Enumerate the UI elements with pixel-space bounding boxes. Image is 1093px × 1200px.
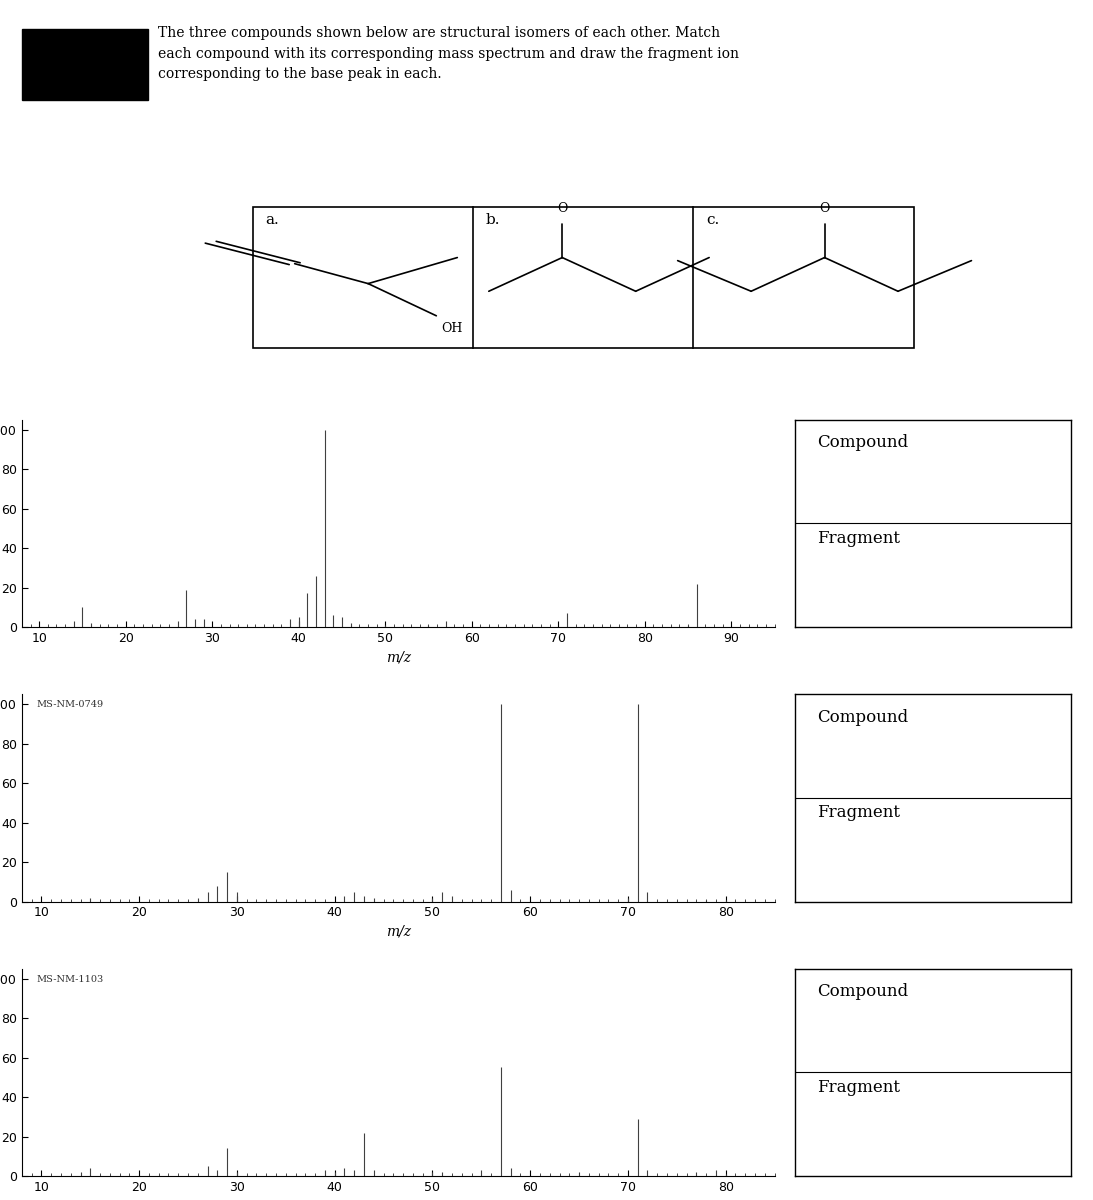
Text: Fragment: Fragment bbox=[818, 1079, 901, 1096]
X-axis label: m/z: m/z bbox=[386, 650, 411, 665]
Bar bbox=[252, 206, 914, 348]
Text: O: O bbox=[820, 202, 830, 215]
Text: Fragment: Fragment bbox=[818, 804, 901, 821]
Bar bbox=[22, 30, 148, 100]
Text: c.: c. bbox=[706, 214, 719, 227]
Text: Compound: Compound bbox=[818, 709, 908, 726]
Text: b.: b. bbox=[485, 214, 501, 227]
Text: Compound: Compound bbox=[818, 434, 908, 451]
Text: The three compounds shown below are structural isomers of each other. Match
each: The three compounds shown below are stru… bbox=[158, 26, 739, 82]
Text: Compound: Compound bbox=[818, 983, 908, 1000]
Text: Fragment: Fragment bbox=[818, 529, 901, 546]
Text: OH: OH bbox=[442, 322, 463, 335]
X-axis label: m/z: m/z bbox=[386, 925, 411, 938]
Text: MS-NM-1103: MS-NM-1103 bbox=[37, 974, 104, 984]
Text: a.: a. bbox=[266, 214, 279, 227]
Text: MS-NM-0749: MS-NM-0749 bbox=[37, 701, 104, 709]
Text: O: O bbox=[557, 202, 567, 215]
